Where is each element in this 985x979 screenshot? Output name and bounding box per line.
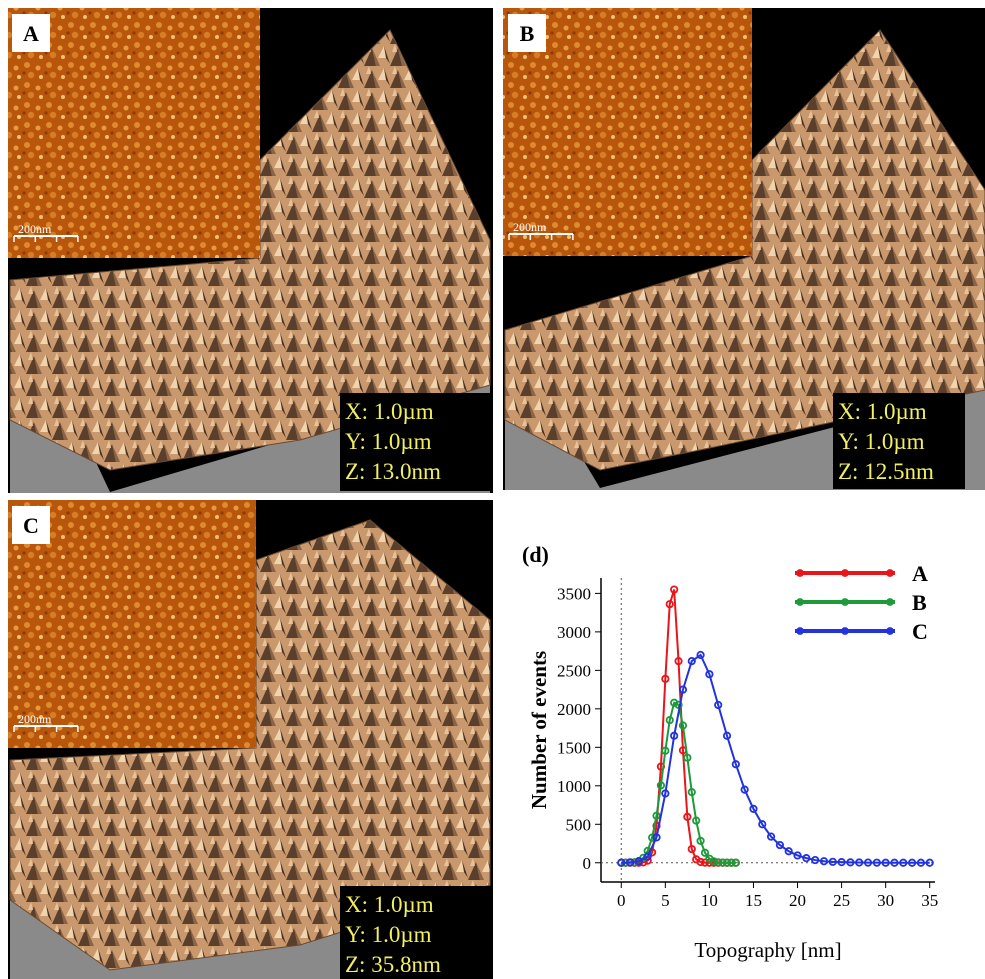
x-tick-label: 35 <box>921 891 938 910</box>
x-tick-label: 15 <box>745 891 762 910</box>
x-tick-label: 10 <box>701 891 718 910</box>
x-tick-label: 5 <box>661 891 670 910</box>
dims-text: Y: 1.0µm <box>838 429 925 454</box>
panel-label: C <box>23 513 39 538</box>
figure: 200nm A X: 1.0µm Y: 1.0µm Z: 13.0nm 200nm B X: … <box>0 0 985 979</box>
x-tick-label: 30 <box>877 891 894 910</box>
x-tick-label: 20 <box>789 891 806 910</box>
x-tick-label: 0 <box>617 891 626 910</box>
dims-text: Y: 1.0µm <box>345 922 432 947</box>
panel-label: B <box>520 21 535 46</box>
legend-label: C <box>912 619 928 644</box>
scale-label: 200nm <box>18 712 52 726</box>
dims-text: Z: 12.5nm <box>838 459 934 484</box>
chart-panel-label: (d) <box>522 542 549 567</box>
legend-label: B <box>912 590 927 615</box>
y-axis-label: Number of events <box>527 651 551 809</box>
dims-text: X: 1.0µm <box>345 399 434 424</box>
x-tick-label: 25 <box>833 891 850 910</box>
y-tick-label: 3500 <box>557 584 591 603</box>
y-tick-label: 2000 <box>557 700 591 719</box>
series-line <box>621 703 736 863</box>
dims-text: Z: 13.0nm <box>345 459 441 484</box>
y-tick-label: 3000 <box>557 623 591 642</box>
series-line <box>621 590 736 863</box>
y-tick-label: 500 <box>566 815 592 834</box>
x-axis-label: Topography [nm] <box>694 938 841 962</box>
scale-label: 200nm <box>18 222 52 236</box>
y-tick-label: 0 <box>583 854 592 873</box>
dims-text: Y: 1.0µm <box>345 429 432 454</box>
y-tick-label: 1000 <box>557 777 591 796</box>
y-tick-label: 1500 <box>557 738 591 757</box>
dims-text: X: 1.0µm <box>838 399 927 424</box>
panel-label: A <box>23 21 39 46</box>
scale-label: 200nm <box>513 220 547 234</box>
dims-text: Z: 35.8nm <box>345 952 441 977</box>
dims-text: X: 1.0µm <box>345 892 434 917</box>
series-line <box>621 655 929 863</box>
y-tick-label: 2500 <box>557 661 591 680</box>
legend-label: A <box>912 561 928 586</box>
